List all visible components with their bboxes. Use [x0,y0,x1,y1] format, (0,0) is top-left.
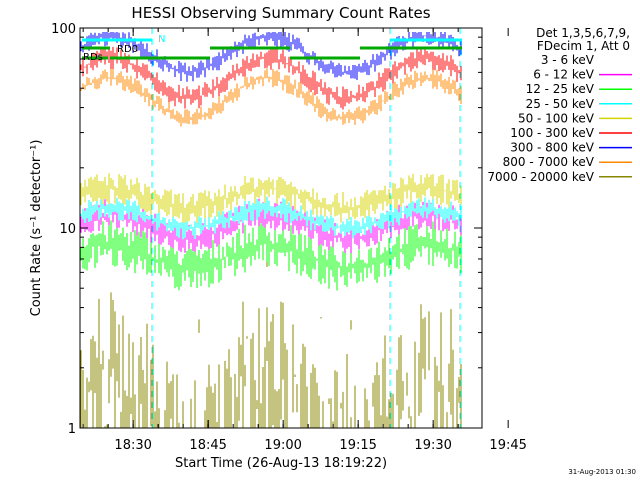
x-tick-label: 19:45 [489,438,526,453]
chart-title: HESSI Observing Summary Count Rates [131,4,430,22]
data-bands [80,32,462,428]
x-axis-label: Start Time (26-Aug-13 18:19:22) [175,456,387,471]
x-tick-label: 18:45 [189,438,226,453]
legend-item-label: 800 - 7000 keV [503,155,595,169]
legend-header-line-1: Det 1,3,5,6,7,9, [536,26,630,40]
flag-n-label: N [158,34,165,45]
axes: 1 10 100 18:30 18:45 19:00 19:15 19:30 19:45 [51,22,527,453]
x-tick-label: 19:00 [264,438,301,453]
legend-item-label: 3 - 6 keV [541,53,595,67]
legend-header-line-2: FDecim 1, Att 0 [537,39,630,53]
flag-rd0-label: RD0 [117,44,138,55]
series-band-7 [80,68,462,127]
timestamp: 31-Aug-2013 01:30 [568,468,636,476]
x-tick-label: 19:15 [339,438,376,453]
flag-lines: N RD0 RDs [82,28,462,428]
legend-item-label: 25 - 50 keV [526,97,595,111]
y-tick-label: 100 [51,22,76,37]
legend-item-label: 300 - 800 keV [510,141,594,155]
y-tick-label: 1 [68,422,76,437]
series-band-2 [80,220,462,291]
legend-item-label: 100 - 300 keV [510,126,594,140]
x-tick-label: 19:30 [414,438,451,453]
legend: Det 1,3,5,6,7,9, FDecim 1, Att 0 3 - 6 k… [487,26,632,184]
y-tick-label: 10 [59,222,76,237]
y-axis-label: Count Rate (s⁻¹ detector⁻¹) [29,140,44,317]
legend-item-label: 6 - 12 keV [533,68,595,82]
x-tick-label: 18:30 [114,438,151,453]
legend-item-label: 7000 - 20000 keV [487,170,594,184]
series-band-3 [80,196,462,240]
flag-rds-label: RDs [83,52,103,63]
legend-item-label: 12 - 25 keV [526,82,595,96]
series-band-5 [80,46,462,110]
legend-item-label: 50 - 100 keV [518,111,595,125]
series-band-4 [80,173,462,223]
